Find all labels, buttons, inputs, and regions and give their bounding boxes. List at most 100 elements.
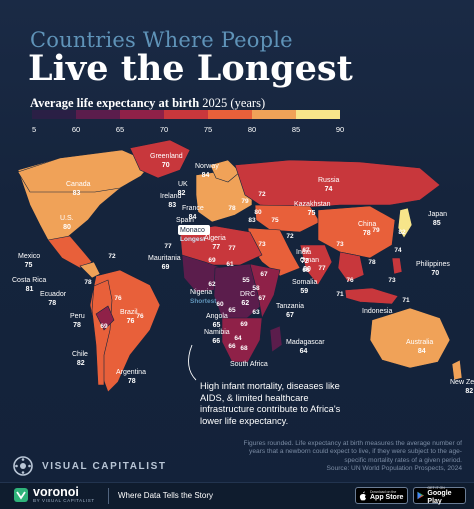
legend-swatch [296, 110, 340, 119]
region-value-label: 72 [108, 253, 116, 260]
region-value-label: 55 [242, 277, 250, 284]
region-value-label: 68 [240, 345, 248, 352]
country-name-label: Brazil [120, 309, 138, 316]
region-value-label: 74 [394, 247, 402, 254]
country-name-label: Peru [70, 313, 85, 320]
voronoi-name: voronoi [33, 485, 79, 499]
landmass-central-america [79, 261, 101, 279]
color-legend: 55 60 65 70 75 80 85 90 [32, 110, 344, 134]
country-name-label: Chile [72, 351, 88, 358]
region-value-label: 76 [136, 313, 144, 320]
landmass-andes-north [95, 305, 115, 331]
app-store-label: App Store [370, 493, 404, 501]
country-name-label: Ireland [160, 193, 182, 200]
country-value-label: 74 [325, 186, 333, 193]
country-name-label: Indonesia [362, 308, 392, 315]
country-name-label: Philippines [416, 261, 450, 268]
region-value-label: 60 [216, 301, 224, 308]
region-value-label: 77 [228, 245, 236, 252]
landmass-southeast-asia [337, 251, 365, 283]
region-value-label: 65 [228, 307, 236, 314]
country-name-label: Algeria [204, 235, 226, 242]
region-value-label: 72 [286, 233, 294, 240]
country-value-label: 84 [189, 214, 197, 221]
region-value-label: 73 [336, 241, 344, 248]
google-play-button[interactable]: GET IT ON Google Play [413, 485, 466, 505]
region-value-label: 61 [226, 261, 234, 268]
legend-tick-label: 65 [116, 125, 124, 134]
country-value-label: 78 [73, 322, 81, 329]
region-value-label: 80 [254, 209, 262, 216]
region-value-label: 77 [164, 243, 172, 250]
country-name-label: Tanzania [276, 303, 304, 310]
app-store-button[interactable]: Download on the App Store [355, 487, 408, 504]
landmass-scandinavia [209, 159, 241, 183]
legend-tick-label: 60 [72, 125, 80, 134]
country-value-label: 84 [418, 348, 426, 355]
country-name-label: Somalia [292, 279, 317, 286]
country-value-label: 75 [308, 210, 316, 217]
legend-tick-label: 85 [292, 125, 300, 134]
region-value-label: 78 [368, 259, 376, 266]
country-name-label: India [296, 249, 311, 256]
region-value-label: 72 [258, 191, 266, 198]
country-name-label: Argentina [116, 369, 146, 376]
country-note-label: Longest [180, 236, 206, 243]
legend-swatch [252, 110, 296, 119]
country-name-label: Mauritania [148, 255, 181, 262]
region-value-label: 82 [398, 229, 406, 236]
landmass-madagascar [269, 325, 283, 353]
region-value-label: 71 [336, 291, 344, 298]
country-labels: Greenland 70 Canada 83 U.S. 80 Mexico 75 Costa R… [12, 153, 474, 395]
region-value-label: 78 [84, 279, 92, 286]
region-value-label: 68 [302, 267, 310, 274]
google-play-label: Google Play [427, 489, 452, 505]
country-name-label: Australia [406, 339, 433, 346]
legend-tick-label: 90 [336, 125, 344, 134]
subtitle-bold: Average life expectancy at birth [30, 96, 200, 110]
country-value-label: 80 [303, 266, 311, 273]
landmass-greenland [129, 139, 191, 179]
country-name-label: Nigeria [190, 289, 212, 296]
region-value-label: 69 [100, 323, 108, 330]
voronoi-logo[interactable]: voronoi BY VISUAL CAPITALIST [14, 486, 95, 503]
africa-annotation: High infant mortality, diseases like AID… [200, 381, 341, 426]
visual-capitalist-brand: VISUAL CAPITALIST [12, 455, 167, 477]
country-value-label: 76 [127, 318, 135, 325]
country-value-label: 70 [431, 270, 439, 277]
country-value-label: 69 [162, 264, 170, 271]
country-value-label: 82 [178, 190, 186, 197]
country-name-label: Canada [66, 181, 91, 188]
country-name-label: France [182, 205, 204, 212]
country-name-label: New Zealand [450, 379, 474, 386]
region-value-label: 58 [252, 285, 260, 292]
annotation-arrow [188, 344, 197, 381]
legend-tick-label: 55 [32, 125, 36, 134]
region-value-label: 77 [318, 265, 326, 272]
landmasses [17, 139, 463, 393]
country-name-label: Spain [176, 217, 194, 224]
region-value-label: 76 [346, 277, 354, 284]
country-note-label: Shortest [190, 298, 217, 305]
country-name-label: Monaco [180, 227, 205, 234]
footnote-text: Figures rounded. Life expectancy at birt… [243, 440, 462, 464]
country-name-label: Mexico [18, 253, 40, 260]
tagline: Where Data Tells the Story [118, 491, 214, 500]
region-value-label: 73 [388, 277, 396, 284]
country-value-label: 67 [286, 312, 294, 319]
brand-name: VISUAL CAPITALIST [42, 460, 167, 472]
region-value-label: 76 [114, 295, 122, 302]
voronoi-icon [14, 487, 28, 502]
region-value-label: 71 [402, 297, 410, 304]
apple-icon [359, 491, 366, 501]
region-value-label: 79 [372, 227, 380, 234]
region-value-label: 67 [260, 271, 268, 278]
region-value-label: 66 [228, 343, 236, 350]
country-name-label: South Africa [230, 361, 268, 368]
country-value-label: 84 [202, 172, 210, 179]
landmass-south-america-west [91, 279, 113, 386]
google-play-small: GET IT ON [427, 485, 445, 490]
